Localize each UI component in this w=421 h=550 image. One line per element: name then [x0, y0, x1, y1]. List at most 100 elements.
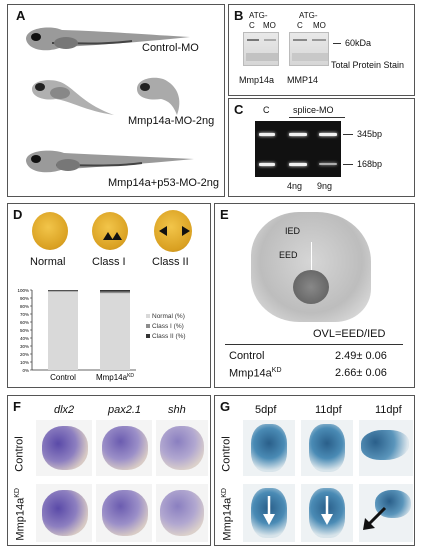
cartilage-11dpf-control	[301, 420, 353, 476]
bar-segment	[100, 291, 130, 294]
arrow-icon	[363, 506, 387, 530]
x-tick-label: Control	[50, 373, 76, 382]
panel-c: C C splice-MO 345bp 168bp 4ng 9ng	[228, 98, 415, 197]
rescue-larva-image	[26, 150, 194, 173]
ish-shh-kd	[156, 484, 208, 542]
y-tick-label: 60%	[20, 320, 29, 325]
cartilage-11dpf-lateral-control	[359, 420, 413, 476]
eye-image	[293, 270, 329, 304]
panel-c-label: C	[234, 102, 244, 117]
marker-line-345	[343, 134, 353, 135]
legend-swatch	[146, 314, 150, 318]
arrowhead-icon	[112, 232, 122, 240]
control-larva-image	[26, 27, 190, 51]
size-60kda: 60kDa	[345, 38, 372, 48]
ish-shh-control	[156, 420, 208, 476]
cartilage-11dpf-kd	[301, 484, 353, 542]
panel-e-label: E	[220, 207, 229, 222]
ish-dlx2-kd	[36, 484, 92, 542]
y-tick-label: 30%	[20, 344, 29, 349]
gene-shh: shh	[168, 404, 186, 416]
caption-control: Control-MO	[142, 42, 199, 54]
y-tick-label: 70%	[20, 312, 29, 317]
y-tick-label: 100%	[17, 288, 29, 293]
stage-11dpf-b: 11dpf	[375, 404, 402, 416]
embryo-normal	[32, 212, 68, 250]
bar-segment	[48, 290, 78, 291]
band-345bp: 345bp	[357, 129, 383, 139]
dose-9ng: 9ng	[317, 181, 333, 191]
ish-pax2-control	[96, 420, 152, 476]
arrow-icon	[263, 496, 275, 525]
mo-left: MO	[263, 21, 276, 30]
mo-right: MO	[313, 21, 326, 30]
row-kd-name: Mmp14aKD	[229, 367, 282, 380]
stage-11dpf-a: 11dpf	[315, 404, 342, 416]
y-tick-label: 10%	[20, 360, 29, 365]
legend-swatch	[146, 324, 150, 328]
mmp14a-mo-larva-image-1	[32, 80, 114, 115]
row-control-value: 2.49± 0.06	[335, 350, 387, 362]
cartilage-5dpf-kd	[243, 484, 295, 542]
bar-segment	[100, 293, 130, 370]
panel-d-label: D	[13, 207, 23, 222]
lane-c: C	[263, 105, 270, 115]
atg-right: ATG-	[299, 11, 318, 20]
lane-mmp14: MMP14	[287, 75, 319, 85]
arrowhead-icon	[182, 226, 190, 236]
panel-g-label: G	[220, 399, 231, 414]
gene-dlx2: dlx2	[54, 404, 75, 416]
gene-pax2: pax2.1	[108, 404, 142, 416]
size-marker-line	[333, 43, 341, 44]
row-control-name: Control	[229, 350, 265, 362]
arrow-icon	[321, 496, 333, 525]
marker-line-168	[343, 164, 353, 165]
legend-label: Class I (%)	[152, 323, 184, 330]
c-left: C	[249, 21, 255, 30]
row-kd-value: 2.66± 0.06	[335, 367, 387, 379]
bar-segment	[48, 291, 78, 370]
x-tick-label: Mmp14aKD	[96, 373, 134, 382]
legend-swatch	[146, 334, 150, 338]
panel-b: B ATG- MO C ATG- MO C 60kDa Total Protei…	[228, 4, 415, 96]
row-label-control: Control	[13, 436, 26, 472]
class-ii-label: Class II	[152, 256, 189, 268]
y-tick-label: 40%	[20, 336, 29, 341]
class-normal-label: Normal	[30, 256, 66, 268]
eed-label: EED	[279, 250, 298, 260]
ied-label: IED	[285, 226, 301, 236]
panel-e: E IED EED OVL=EED/IED Control 2.49± 0.06…	[214, 203, 415, 388]
embryo-class-i	[92, 212, 128, 250]
blot-left	[243, 32, 279, 66]
dose-4ng: 4ng	[287, 181, 303, 191]
arrowhead-icon	[159, 226, 167, 236]
table-rule	[225, 344, 403, 345]
panel-d: D Normal Class I Class II 100% 90% 80% 70% 6…	[7, 203, 211, 388]
ish-pax2-kd	[96, 484, 152, 542]
c-right: C	[297, 21, 303, 30]
rt-pcr-gel	[255, 121, 341, 177]
ish-dlx2-control	[36, 420, 92, 476]
cartilage-11dpf-lateral-kd	[359, 484, 413, 542]
y-tick-label: 0%	[22, 368, 29, 373]
cartilage-5dpf-control	[243, 420, 295, 476]
y-tick-label: 90%	[20, 296, 29, 301]
ovl-formula: OVL=EED/IED	[313, 328, 386, 340]
band-168bp: 168bp	[357, 159, 383, 169]
panel-a-label: A	[16, 8, 26, 23]
panel-g: G 5dpf 11dpf 11dpf Control Mmp14aKD	[214, 395, 415, 546]
caption-rescue: Mmp14a+p53-MO-2ng	[108, 177, 219, 189]
caption-mmp14a-mo: Mmp14a-MO-2ng	[128, 115, 215, 127]
row-label-kd: Mmp14aKD	[220, 488, 234, 541]
legend-label: Normal (%)	[152, 313, 185, 320]
total-protein-stain: Total Protein Stain	[331, 60, 405, 70]
row-label-kd: Mmp14aKD	[13, 488, 27, 541]
blot-right	[289, 32, 329, 66]
arrowhead-icon	[103, 232, 113, 240]
panel-f: F dlx2 pax2.1 shh Control Mmp14aKD	[7, 395, 211, 546]
legend-label: Class II (%)	[152, 333, 186, 340]
row-label-control: Control	[220, 436, 233, 472]
phenotype-stacked-bar-chart: 100% 90% 80% 70% 60% 50% 40% 30% 20% 10% 0% Control…	[17, 288, 186, 382]
bar-segment	[48, 290, 78, 292]
atg-left: ATG-	[249, 11, 268, 20]
